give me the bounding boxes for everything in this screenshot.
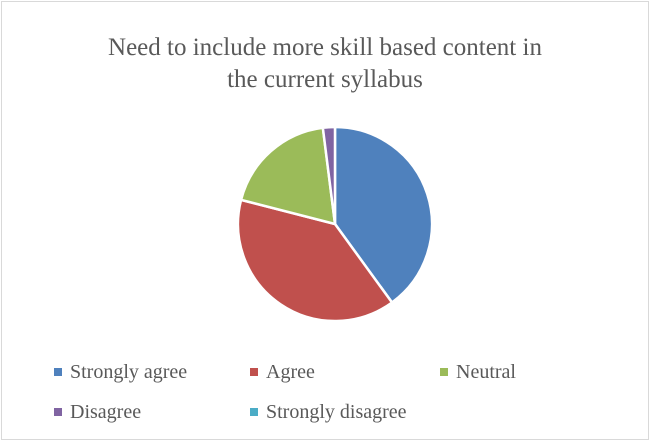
pie-slices [236,125,434,323]
legend-swatch-disagree [54,408,62,416]
legend-swatch-neutral [440,368,448,376]
legend-item-disagree: Disagree [54,401,250,424]
legend-item-neutral: Neutral [440,361,516,384]
legend-label-neutral: Neutral [456,360,516,383]
chart-title: Need to include more skill based content… [2,32,648,96]
pie-slice-strongly-agree [333,125,434,304]
pie-slice-disagree [321,125,337,226]
chart-title-line-2: the current syllabus [227,66,423,93]
legend-label-strongly-disagree: Strongly disagree [266,400,407,423]
legend-item-strongly-disagree: Strongly disagree [250,401,407,424]
legend-swatch-strongly-agree [54,368,62,376]
pie-slice-agree [236,198,394,323]
legend-row-2: Disagree Strongly disagree [54,399,407,425]
legend-row-1: Strongly agree Agree Neutral [54,359,516,385]
pie-slice-neutral [239,126,337,226]
legend-swatch-strongly-disagree [250,408,258,416]
legend-item-strongly-agree: Strongly agree [54,361,250,384]
chart-title-line-1: Need to include more skill based content… [108,34,542,61]
legend-swatch-agree [250,368,258,376]
legend-label-disagree: Disagree [70,400,142,423]
legend-item-agree: Agree [250,361,440,384]
legend-label-strongly-agree: Strongly agree [70,360,188,383]
legend-label-agree: Agree [266,360,315,383]
